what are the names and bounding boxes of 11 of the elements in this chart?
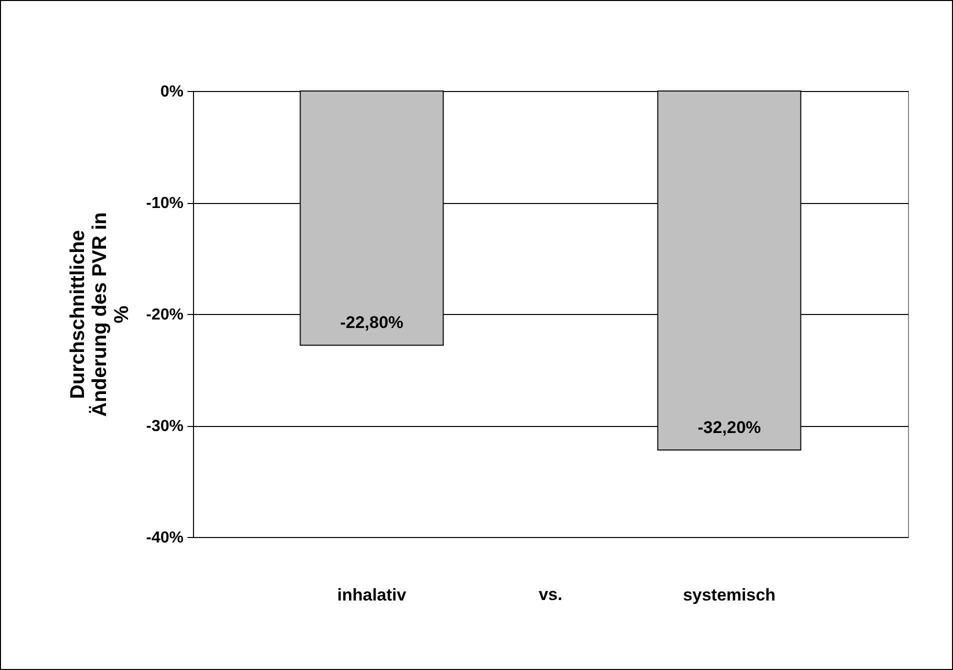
x-tick-label: inhalativ [337, 586, 407, 604]
y-tick-label: -20% [146, 306, 184, 324]
y-tick-label: 0% [160, 84, 184, 100]
y-tick-label: -30% [146, 418, 184, 435]
y-tick-label: -10% [146, 195, 184, 212]
y-tick-label: -40% [146, 530, 184, 546]
x-tick-label: systemisch [682, 586, 776, 604]
text: vs. [538, 585, 562, 604]
data-label: -32,20% [698, 418, 761, 438]
y-axis-title: Durchschnittliche Änderung des PVR in % [67, 212, 134, 417]
data-label: -22,80% [340, 313, 404, 332]
